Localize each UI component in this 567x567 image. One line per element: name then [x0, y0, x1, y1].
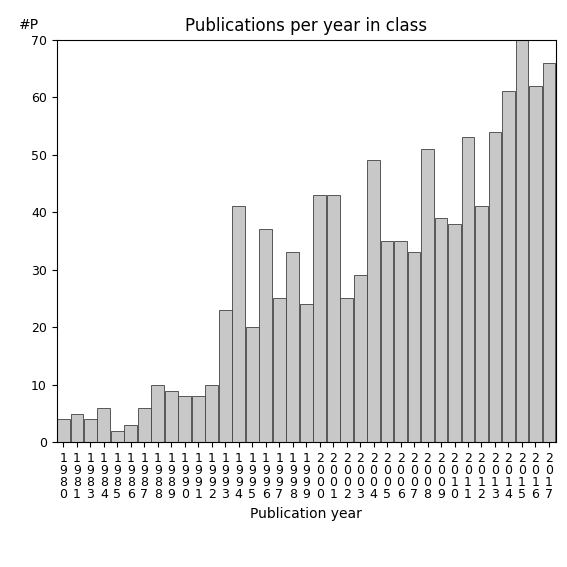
Bar: [70, 413, 83, 442]
Title: Publications per year in class: Publications per year in class: [185, 18, 428, 35]
Bar: [448, 224, 461, 442]
Bar: [232, 206, 245, 442]
X-axis label: Publication year: Publication year: [250, 506, 362, 521]
Bar: [98, 408, 111, 442]
Bar: [313, 195, 326, 442]
Bar: [327, 195, 340, 442]
Bar: [300, 304, 312, 442]
Bar: [259, 230, 272, 442]
Bar: [475, 206, 488, 442]
Bar: [529, 86, 542, 442]
Bar: [205, 385, 218, 442]
Bar: [151, 385, 164, 442]
Y-axis label: #P: #P: [19, 18, 39, 32]
Bar: [179, 396, 191, 442]
Bar: [515, 40, 528, 442]
Bar: [165, 391, 177, 442]
Bar: [408, 252, 421, 442]
Bar: [219, 310, 232, 442]
Bar: [138, 408, 151, 442]
Bar: [394, 241, 407, 442]
Bar: [84, 419, 97, 442]
Bar: [340, 298, 353, 442]
Bar: [367, 160, 380, 442]
Bar: [462, 137, 475, 442]
Bar: [489, 132, 501, 442]
Bar: [125, 425, 137, 442]
Bar: [435, 218, 447, 442]
Bar: [286, 252, 299, 442]
Bar: [502, 91, 515, 442]
Bar: [57, 419, 70, 442]
Bar: [273, 298, 286, 442]
Bar: [543, 63, 555, 442]
Bar: [111, 431, 124, 442]
Bar: [246, 327, 259, 442]
Bar: [380, 241, 393, 442]
Bar: [192, 396, 205, 442]
Bar: [421, 149, 434, 442]
Bar: [354, 276, 366, 442]
